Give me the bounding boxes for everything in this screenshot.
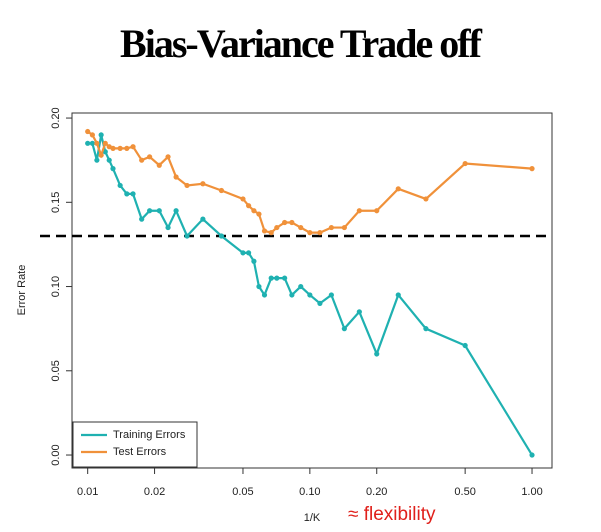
point	[245, 250, 252, 256]
point	[274, 275, 280, 281]
chart-title: Bias-Variance Trade off	[120, 21, 483, 66]
point	[356, 208, 362, 214]
point	[282, 219, 288, 226]
x-tick-label: 0.01	[77, 486, 98, 498]
annotation: ≈ flexibility	[348, 504, 436, 525]
point	[98, 132, 104, 138]
point	[85, 128, 91, 135]
legend-label: Training Errors	[113, 429, 186, 441]
x-tick-label: 0.50	[454, 486, 475, 498]
point	[317, 300, 323, 306]
point	[156, 208, 162, 214]
point	[89, 140, 95, 146]
x-axis-label: 1/K	[304, 512, 321, 524]
series-line	[87, 130, 533, 234]
point	[423, 326, 429, 332]
point	[462, 160, 468, 167]
plot-frame	[71, 112, 553, 469]
point	[268, 230, 274, 236]
series-line	[87, 134, 533, 456]
point	[328, 292, 334, 298]
point	[289, 292, 295, 298]
point	[395, 186, 401, 192]
point	[341, 224, 347, 231]
point	[307, 292, 313, 298]
point	[423, 196, 429, 202]
point	[165, 224, 171, 231]
point	[147, 154, 153, 160]
point	[94, 157, 100, 163]
point	[395, 292, 401, 298]
point	[94, 140, 100, 146]
point	[85, 140, 91, 146]
point	[261, 292, 268, 298]
point	[529, 452, 535, 458]
point	[130, 191, 136, 197]
point	[130, 144, 136, 150]
point	[298, 283, 304, 290]
point	[173, 174, 179, 180]
point	[374, 208, 380, 214]
point	[374, 351, 380, 357]
x-tick-label: 1.00	[521, 486, 542, 498]
point	[218, 187, 225, 194]
point	[89, 132, 95, 138]
point	[117, 182, 123, 189]
point	[184, 233, 190, 239]
point	[110, 166, 116, 172]
y-tick-label: 0.15	[50, 192, 62, 213]
point	[106, 157, 112, 163]
x-tick-label: 0.02	[144, 486, 165, 498]
point	[240, 250, 246, 256]
point	[328, 224, 334, 231]
point	[289, 219, 295, 226]
point	[256, 211, 262, 217]
point	[200, 181, 206, 187]
y-tick-label: 0.20	[50, 107, 62, 128]
point	[102, 149, 108, 155]
point	[251, 258, 257, 264]
y-tick-label: 0.05	[50, 360, 62, 381]
y-tick-label: 0.10	[50, 276, 62, 297]
point	[139, 157, 145, 163]
legend-label: Test Errors	[113, 446, 167, 458]
point	[356, 309, 362, 315]
point	[268, 275, 274, 281]
y-tick-label: 0.00	[50, 444, 62, 465]
point	[102, 140, 108, 146]
point	[240, 196, 246, 202]
point	[274, 224, 280, 231]
point	[282, 275, 288, 281]
point	[184, 182, 190, 189]
x-tick-label: 0.10	[299, 486, 320, 498]
point	[251, 208, 257, 214]
point	[165, 154, 171, 160]
point	[200, 216, 206, 222]
legend-box	[72, 421, 198, 468]
point	[261, 228, 268, 234]
y-axis-label: Error Rate	[16, 265, 28, 316]
point	[124, 191, 130, 197]
point	[256, 283, 262, 290]
point	[317, 230, 323, 236]
x-tick-label: 0.05	[232, 486, 253, 498]
point	[529, 166, 535, 172]
point	[110, 145, 116, 151]
point	[156, 162, 162, 168]
point	[98, 152, 104, 158]
point	[341, 326, 347, 332]
point	[307, 230, 313, 236]
point	[124, 145, 130, 151]
point	[218, 233, 225, 239]
point	[139, 216, 145, 222]
point	[462, 342, 468, 349]
point	[117, 145, 123, 151]
point	[245, 203, 252, 209]
point	[173, 208, 179, 214]
point	[298, 224, 304, 231]
x-tick-label: 0.20	[366, 486, 387, 498]
point	[147, 208, 153, 214]
